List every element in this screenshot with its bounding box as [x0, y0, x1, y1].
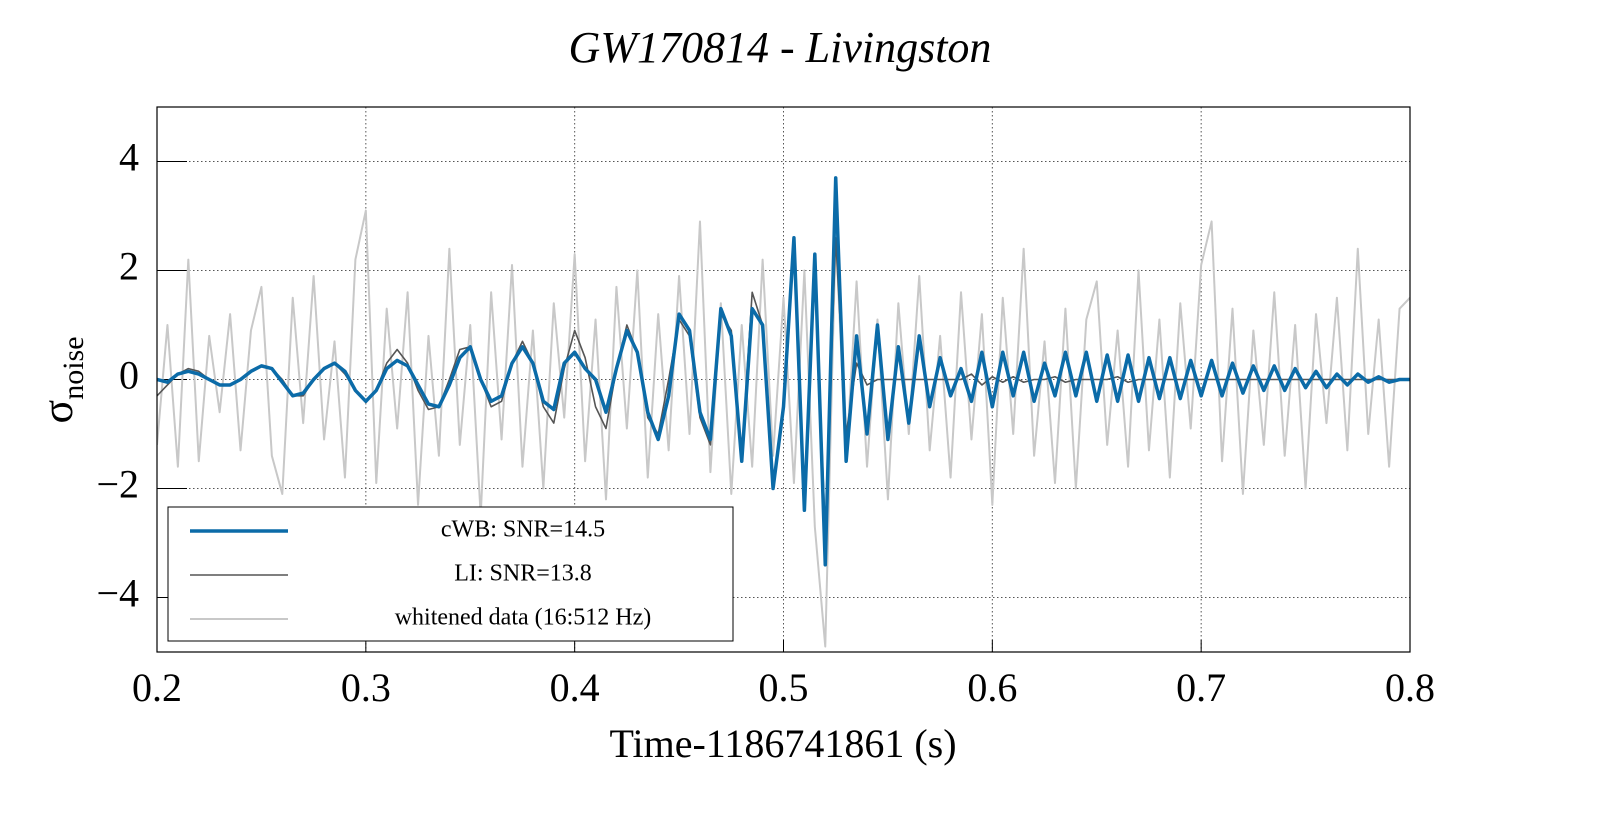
x-tick-label: 0.7	[1176, 665, 1226, 710]
y-label-symbol: σ	[33, 400, 82, 424]
y-tick-label: 0	[119, 353, 139, 398]
y-label-subscript: noise	[57, 336, 90, 399]
y-tick-label: 4	[119, 135, 139, 180]
x-tick-label: 0.5	[759, 665, 809, 710]
chart-title: GW170814 - Livingston	[569, 23, 992, 72]
legend-label: whitened data (16:512 Hz)	[395, 605, 652, 631]
x-axis-label: Time-1186741861 (s)	[609, 721, 956, 766]
y-tick-label: 2	[119, 244, 139, 289]
y-tick-label: −2	[96, 462, 139, 507]
x-tick-label: 0.6	[967, 665, 1017, 710]
legend-label: LI: SNR=13.8	[454, 561, 592, 587]
y-tick-label: −4	[96, 571, 139, 616]
x-tick-label: 0.4	[550, 665, 600, 710]
y-axis-label: σnoise	[33, 336, 90, 423]
data-line	[157, 176, 1410, 567]
legend-label: cWB: SNR=14.5	[441, 517, 605, 543]
data-line	[157, 209, 1410, 648]
x-tick-label: 0.3	[341, 665, 391, 710]
x-tick-label: 0.8	[1385, 665, 1435, 710]
plot-frame	[156, 106, 1411, 653]
x-tick-label: 0.2	[132, 665, 182, 710]
